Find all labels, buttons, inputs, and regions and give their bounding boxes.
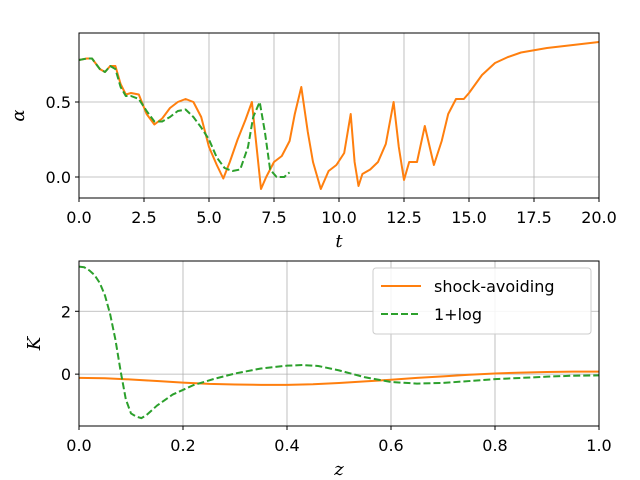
x-axis-label: t [335,231,343,252]
x-tick-label: 0.4 [274,436,299,455]
x-tick-label: 0.2 [170,436,195,455]
y-tick-label: 0.5 [46,93,71,112]
x-tick-label: 12.5 [386,208,422,227]
legend-label: 1+log [434,305,482,324]
y-axis-label: K [24,335,45,351]
x-tick-label: 7.5 [261,208,286,227]
y-tick-label: 0.0 [46,168,71,187]
y-tick-label: 0 [61,365,71,384]
x-tick-label: 2.5 [131,208,156,227]
x-tick-label: 0.0 [66,208,91,227]
x-tick-label: 5.0 [196,208,221,227]
x-tick-label: 20.0 [581,208,617,227]
series-line-shock-avoiding [79,370,599,386]
x-tick-label: 0.8 [482,436,507,455]
x-tick-label: 17.5 [516,208,552,227]
y-axis-label: α [8,109,29,121]
series-line-1-log [79,265,599,420]
top-plot-alpha-vs-t: 0.0 2.5 5.0 7.5 10.0 12.5 15.0 17.5 20.0 0.0 0.5 t α [8,32,617,252]
x-tick-label: 10.0 [321,208,357,227]
x-tick-label: 0.0 [66,436,91,455]
legend-box [372,267,592,335]
x-tick-label: 0.6 [378,436,403,455]
series-line-dashed [79,57,291,178]
axes-frame [78,260,600,427]
y-tick-label: 2 [61,302,71,321]
x-tick-label: 15.0 [451,208,487,227]
x-axis-label: z [333,459,344,480]
x-tick-label: 1.0 [586,436,611,455]
legend-label: shock-avoiding [434,277,555,296]
legend: shock-avoiding 1+log [372,267,592,335]
